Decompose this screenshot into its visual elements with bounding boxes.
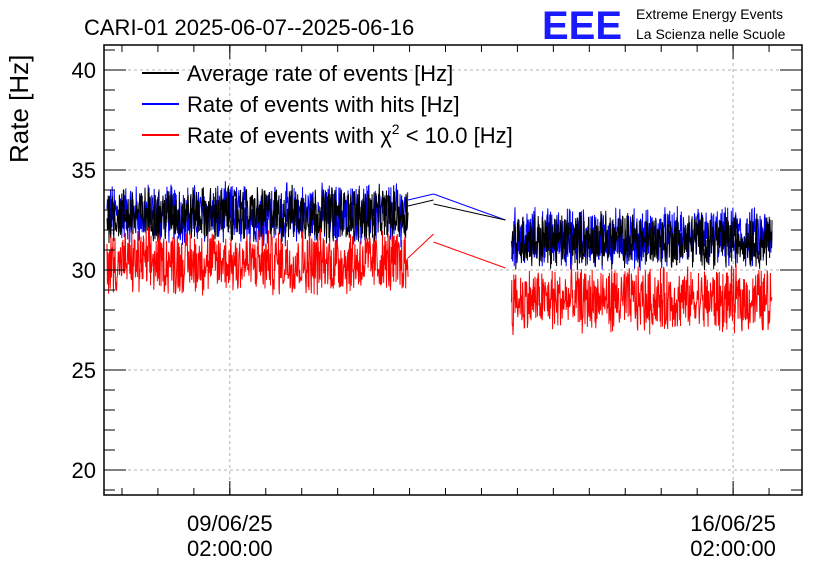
- x-tick-label-date: 09/06/25: [187, 511, 273, 536]
- series-line: [433, 203, 506, 221]
- y-tick-label: 35: [72, 158, 96, 183]
- x-tick-label-date: 16/06/25: [690, 511, 776, 536]
- series-line: [407, 193, 434, 201]
- series-layer: [106, 181, 773, 336]
- series-line: [433, 193, 506, 221]
- legend-label: Rate of events with χ2 < 10.0 [Hz]: [187, 121, 513, 148]
- axes: 202530354009/06/2502:00:0016/06/2502:00:…: [72, 45, 802, 561]
- series-line: [407, 199, 434, 207]
- series-0: [106, 183, 773, 271]
- org-name-line2: La Scienza nelle Scuole: [636, 26, 786, 42]
- series-line: [433, 241, 506, 269]
- series-line: [407, 233, 434, 259]
- chart-title: CARI-01 2025-06-07--2025-06-16: [84, 15, 414, 40]
- y-tick-label: 25: [72, 358, 96, 383]
- legend-label: Average rate of events [Hz]: [187, 61, 453, 86]
- eee-logo: EEE: [542, 4, 622, 48]
- y-tick-label: 40: [72, 58, 96, 83]
- x-tick-label-time: 02:00:00: [187, 536, 273, 561]
- series-2: [106, 227, 773, 336]
- legend: Average rate of events [Hz] Rate of event…: [142, 61, 513, 148]
- legend-label: Rate of events with hits [Hz]: [187, 92, 460, 117]
- series-line: [106, 183, 409, 244]
- y-tick-label: 20: [72, 458, 96, 483]
- y-tick-label: 30: [72, 258, 96, 283]
- x-tick-label-time: 02:00:00: [690, 536, 776, 561]
- series-line: [106, 227, 409, 296]
- series-line: [510, 263, 773, 336]
- y-axis-label: Rate [Hz]: [4, 55, 34, 163]
- series-line: [510, 210, 773, 271]
- org-name-line1: Extreme Energy Events: [636, 6, 783, 22]
